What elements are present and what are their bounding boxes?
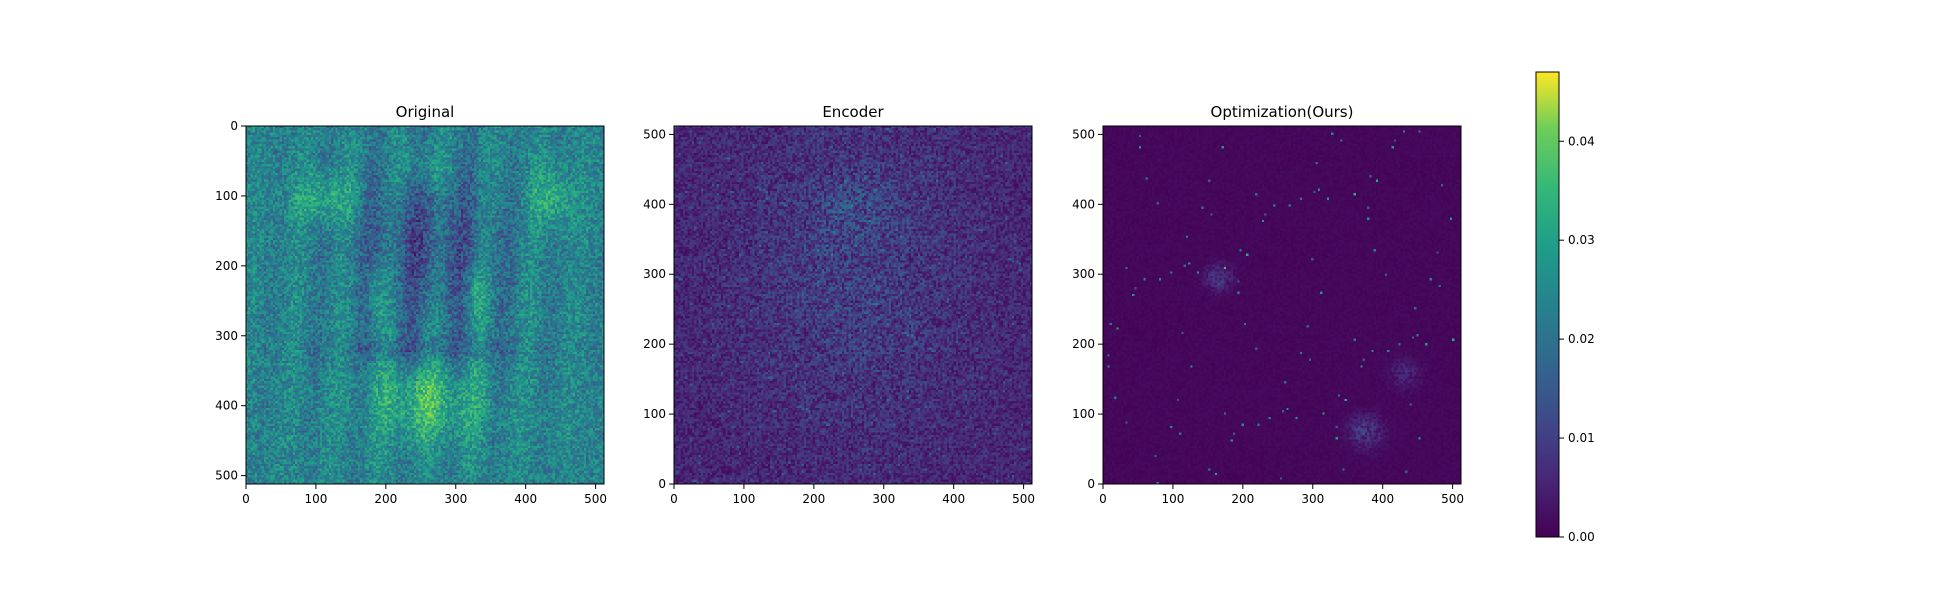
panel-2: Encoder 0 100 200 300 400 500 0 100 200 300 400 500 — [643, 103, 1035, 506]
y-tick-label: 300 — [215, 329, 238, 343]
y-tick-label: 500 — [643, 127, 666, 141]
y-tick-label: 300 — [643, 267, 666, 281]
y-tick-label: 400 — [643, 197, 666, 211]
y-tick-label: 100 — [215, 189, 238, 203]
x-tick-label: 500 — [1441, 492, 1464, 506]
colorbar-tick-label: 0.02 — [1568, 332, 1595, 346]
x-tick-label: 400 — [942, 492, 965, 506]
x-tick-label: 200 — [1231, 492, 1254, 506]
x-tick-label: 500 — [1012, 492, 1035, 506]
x-tick-label: 0 — [670, 492, 678, 506]
y-tick-label: 200 — [643, 337, 666, 351]
y-tick-label: 400 — [215, 399, 238, 413]
y-tick-label: 0 — [658, 477, 666, 491]
x-tick-label: 0 — [1099, 492, 1107, 506]
x-tick-label: 400 — [1371, 492, 1394, 506]
heatmap-image — [674, 126, 1032, 484]
heatmap-image — [246, 126, 604, 484]
panel-title: Optimization(Ours) — [1211, 103, 1354, 121]
y-tick-label: 0 — [230, 119, 238, 133]
x-tick-label: 300 — [872, 492, 895, 506]
colorbar-tick-label: 0.04 — [1568, 134, 1595, 148]
x-tick-label: 500 — [584, 492, 607, 506]
panel-title: Original — [396, 103, 455, 121]
y-tick-label: 400 — [1072, 197, 1095, 211]
panel-3: Optimization(Ours) 0 100 200 300 400 500 0 100 20… — [1072, 103, 1464, 506]
colorbar-tick-label: 0.01 — [1568, 431, 1595, 445]
colorbar-tick-label: 0.00 — [1568, 530, 1595, 544]
y-tick-label: 300 — [1072, 267, 1095, 281]
x-tick-label: 200 — [802, 492, 825, 506]
x-tick-label: 100 — [304, 492, 327, 506]
y-tick-label: 500 — [1072, 127, 1095, 141]
y-tick-label: 200 — [215, 259, 238, 273]
y-tick-label: 200 — [1072, 337, 1095, 351]
colorbar: 0.00 0.01 0.02 0.03 0.04 — [1535, 71, 1595, 544]
y-tick-label: 100 — [643, 407, 666, 421]
colorbar-tick-label: 0.03 — [1568, 233, 1595, 247]
x-tick-label: 300 — [444, 492, 467, 506]
y-tick-label: 100 — [1072, 407, 1095, 421]
x-tick-label: 0 — [242, 492, 250, 506]
x-tick-label: 300 — [1301, 492, 1324, 506]
axes-frame — [1102, 125, 1462, 485]
x-tick-label: 100 — [1161, 492, 1184, 506]
panel-title: Encoder — [822, 103, 884, 121]
y-tick-label: 0 — [1087, 477, 1095, 491]
colorbar-gradient — [1535, 71, 1560, 538]
axes-frame — [245, 125, 605, 485]
x-tick-label: 200 — [374, 492, 397, 506]
heatmap-image — [1103, 126, 1461, 484]
panel-1: Original 0 100 200 300 400 500 0 100 200 300 400 500 — [215, 103, 607, 506]
y-tick-label: 500 — [215, 469, 238, 483]
x-tick-label: 400 — [514, 492, 537, 506]
x-tick-label: 100 — [732, 492, 755, 506]
axes-frame — [673, 125, 1033, 485]
